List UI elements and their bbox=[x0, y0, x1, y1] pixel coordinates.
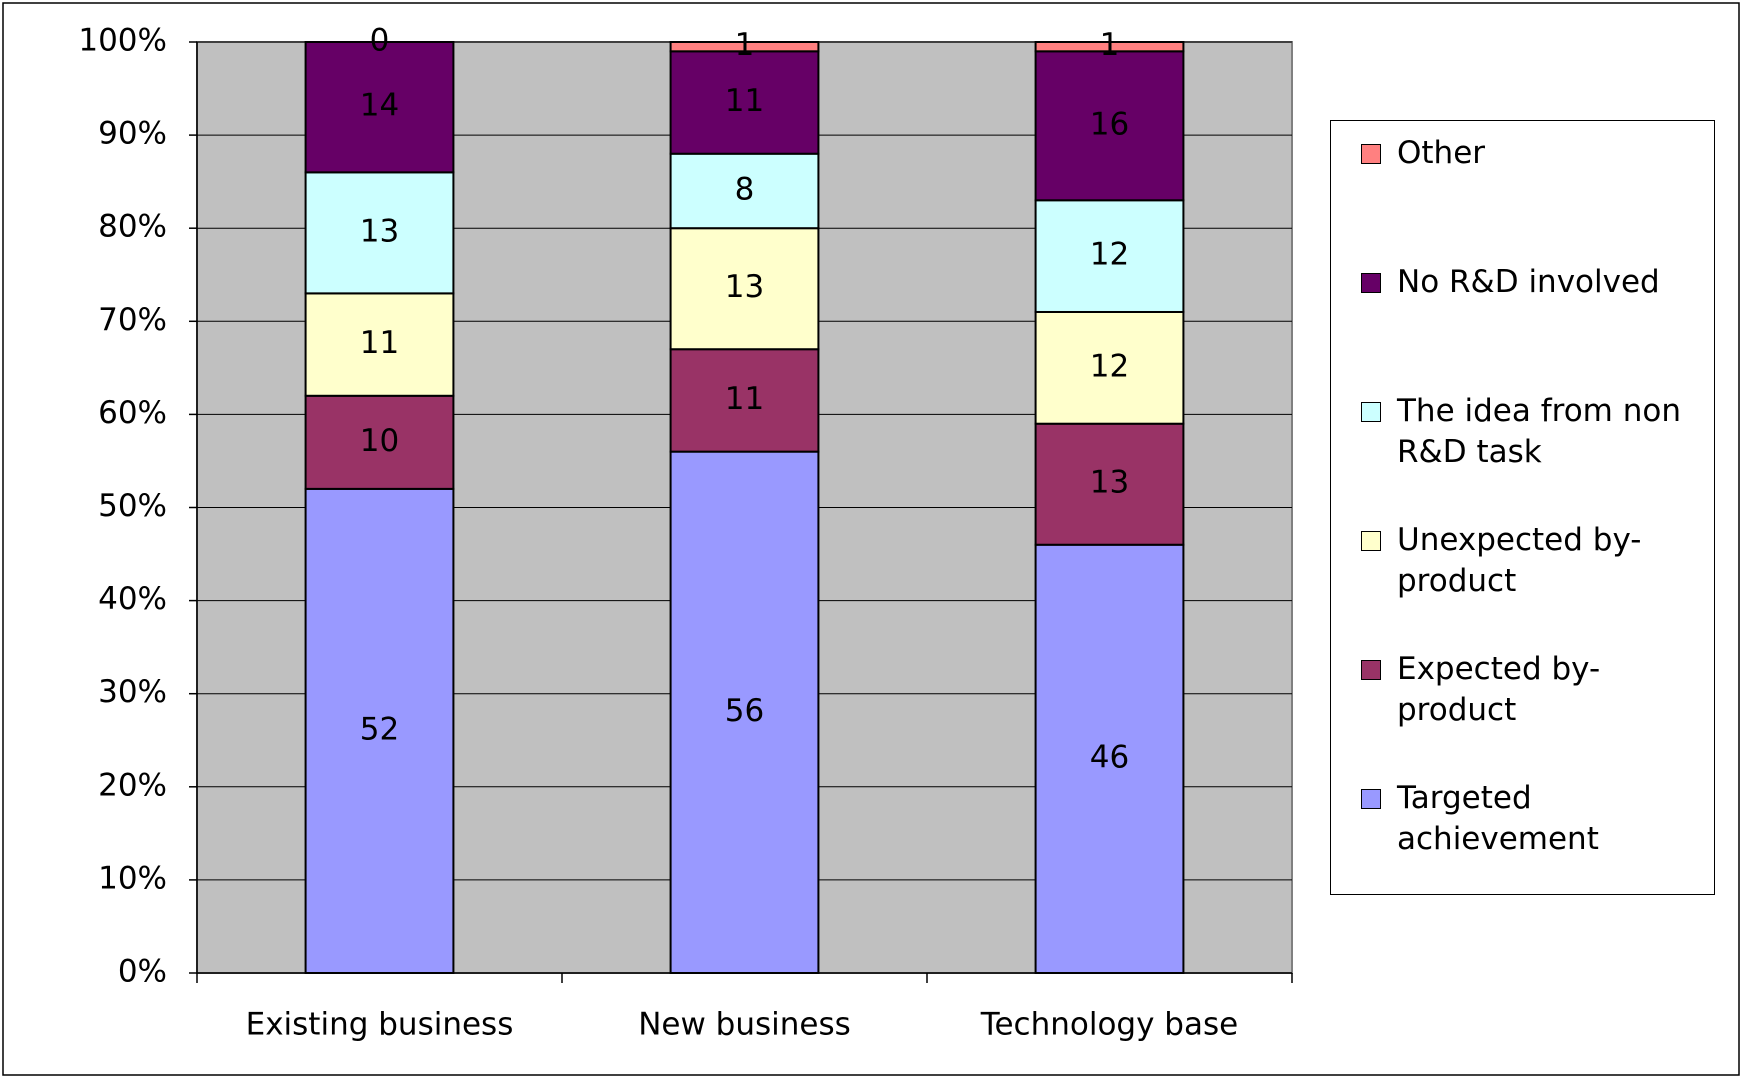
y-tick-label: 50% bbox=[98, 488, 167, 524]
data-label: 11 bbox=[725, 83, 764, 119]
y-tick-label: 20% bbox=[98, 767, 167, 803]
bar-segment bbox=[1034, 310, 1185, 425]
y-tick-label: 10% bbox=[98, 860, 167, 896]
data-label: 12 bbox=[1090, 348, 1129, 384]
x-tick-label: New business bbox=[638, 1007, 851, 1043]
data-label: 16 bbox=[1090, 106, 1129, 142]
legend-item: Expected by-product bbox=[1361, 649, 1706, 731]
data-label: 11 bbox=[360, 325, 399, 361]
legend-item: Other bbox=[1361, 133, 1706, 174]
bar-segment bbox=[304, 487, 455, 974]
y-tick-label: 0% bbox=[118, 954, 167, 990]
y-tick-label: 60% bbox=[98, 395, 167, 431]
legend-item: The idea from non R&D task bbox=[1361, 391, 1706, 473]
y-tick-label: 70% bbox=[98, 302, 167, 338]
bar-segment bbox=[1034, 199, 1185, 313]
legend-swatch bbox=[1361, 144, 1381, 164]
legend-swatch bbox=[1361, 660, 1381, 680]
legend-label: Expected by-product bbox=[1397, 651, 1601, 728]
data-label: 56 bbox=[725, 693, 764, 729]
bar-segment bbox=[1034, 50, 1185, 202]
bar-segment bbox=[669, 41, 820, 53]
y-tick-label: 90% bbox=[98, 116, 167, 152]
data-label: 52 bbox=[360, 711, 399, 747]
data-label: 11 bbox=[725, 381, 764, 417]
bar-segment bbox=[304, 394, 455, 490]
data-label: 8 bbox=[735, 171, 755, 207]
x-tick-label: Existing business bbox=[246, 1007, 514, 1043]
legend-swatch bbox=[1361, 789, 1381, 809]
data-label: 13 bbox=[360, 213, 399, 249]
bar-segment bbox=[1034, 543, 1185, 974]
y-tick-label: 80% bbox=[98, 209, 167, 245]
bar-segment bbox=[1034, 422, 1185, 546]
y-tick-label: 100% bbox=[78, 23, 167, 59]
bar-segment bbox=[304, 41, 455, 174]
data-label: 13 bbox=[725, 269, 764, 305]
legend-swatch bbox=[1361, 402, 1381, 422]
legend-label: Other bbox=[1397, 135, 1486, 171]
legend-item: Targeted achievement bbox=[1361, 778, 1706, 860]
data-label: 0 bbox=[370, 23, 390, 59]
data-label: 14 bbox=[360, 88, 399, 124]
data-label: 13 bbox=[1090, 465, 1129, 501]
legend-item: Unexpected by-product bbox=[1361, 520, 1706, 602]
legend-swatch bbox=[1361, 531, 1381, 551]
legend-label: The idea from non R&D task bbox=[1397, 393, 1681, 470]
bar-segment bbox=[304, 292, 455, 397]
bar-segment bbox=[1034, 41, 1185, 53]
legend: Other No R&D involved The idea from non R&… bbox=[1330, 120, 1715, 895]
data-label: 1 bbox=[735, 27, 755, 63]
bar-segment bbox=[669, 152, 820, 230]
data-label: 10 bbox=[360, 423, 399, 459]
x-tick-label: Technology base bbox=[980, 1007, 1238, 1043]
data-label: 12 bbox=[1090, 237, 1129, 273]
bar-segment bbox=[669, 227, 820, 351]
y-tick-label: 30% bbox=[98, 674, 167, 710]
bar-segment bbox=[669, 450, 820, 974]
legend-label: Targeted achievement bbox=[1397, 780, 1599, 857]
bar-segment bbox=[669, 50, 820, 155]
bar-segment bbox=[304, 171, 455, 295]
data-label: 46 bbox=[1090, 739, 1129, 775]
bar-segment bbox=[669, 348, 820, 453]
legend-label: No R&D involved bbox=[1397, 264, 1660, 300]
legend-swatch bbox=[1361, 273, 1381, 293]
data-label: 1 bbox=[1100, 27, 1120, 63]
y-tick-label: 40% bbox=[98, 581, 167, 617]
legend-item: No R&D involved bbox=[1361, 262, 1706, 303]
legend-label: Unexpected by-product bbox=[1397, 522, 1642, 599]
